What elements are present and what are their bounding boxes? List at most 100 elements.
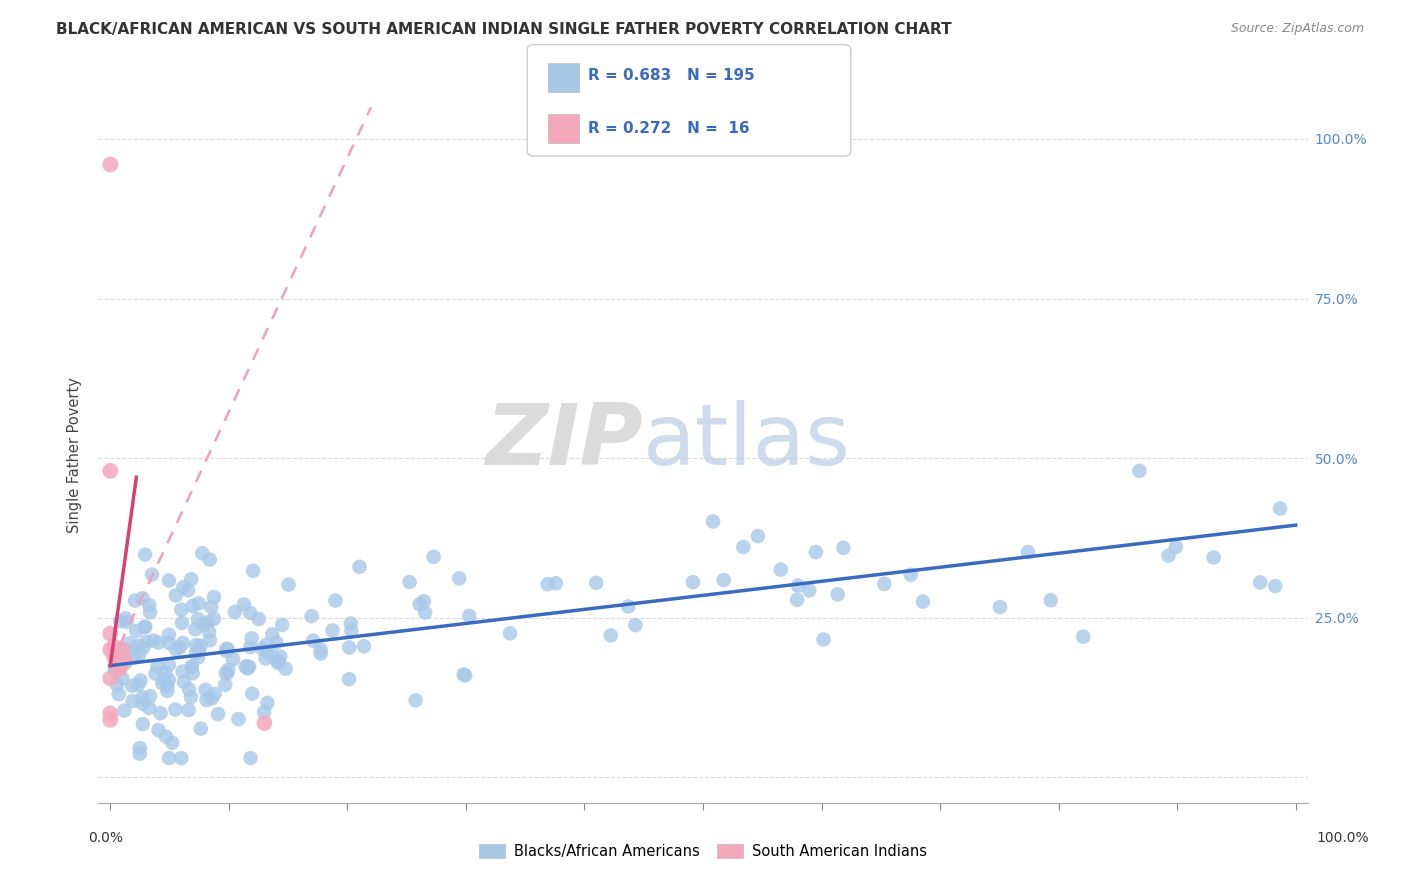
Point	[180, 572, 202, 586]
Point	[128, 741, 150, 756]
Point	[157, 658, 180, 673]
Point	[499, 626, 522, 640]
Point	[111, 642, 134, 657]
Point	[156, 679, 179, 693]
Point	[148, 636, 170, 650]
Point	[682, 575, 704, 590]
Point	[236, 659, 259, 673]
Point	[172, 665, 194, 679]
Point	[180, 690, 202, 704]
Point	[253, 705, 276, 719]
Point	[232, 598, 254, 612]
Point	[139, 689, 162, 703]
Point	[177, 682, 200, 697]
Point	[267, 656, 290, 670]
Point	[118, 636, 141, 650]
Point	[98, 464, 121, 478]
Point	[1039, 593, 1062, 607]
Point	[256, 645, 278, 659]
Point	[152, 673, 174, 687]
Point	[132, 640, 155, 655]
Point	[98, 157, 121, 171]
Point	[585, 575, 607, 590]
Point	[240, 687, 263, 701]
Point	[134, 620, 156, 634]
Point	[271, 618, 294, 632]
Point	[134, 620, 156, 634]
Text: Source: ZipAtlas.com: Source: ZipAtlas.com	[1230, 22, 1364, 36]
Point	[177, 583, 200, 598]
Point	[170, 751, 193, 765]
Point	[141, 567, 163, 582]
Point	[804, 545, 827, 559]
Point	[228, 712, 250, 726]
Point	[128, 747, 150, 761]
Point	[217, 666, 239, 681]
Point	[142, 633, 165, 648]
Point	[157, 574, 180, 588]
Point	[624, 618, 647, 632]
Point	[1157, 549, 1180, 563]
Point	[157, 628, 180, 642]
Point	[125, 624, 148, 638]
Point	[537, 577, 560, 591]
Point	[202, 612, 225, 626]
Point	[98, 642, 121, 657]
Legend: Blacks/African Americans, South American Indians: Blacks/African Americans, South American…	[472, 838, 934, 865]
Point	[449, 571, 471, 585]
Point	[405, 693, 427, 707]
Point	[256, 696, 278, 710]
Point	[702, 515, 724, 529]
Point	[337, 672, 360, 686]
Point	[190, 639, 212, 653]
Point	[107, 687, 129, 701]
Point	[114, 642, 136, 657]
Point	[105, 677, 128, 691]
Point	[224, 605, 246, 619]
Point	[98, 626, 121, 640]
Point	[128, 648, 150, 662]
Point	[177, 703, 200, 717]
Point	[132, 717, 155, 731]
Point	[202, 590, 225, 604]
Point	[98, 713, 121, 727]
Point	[207, 707, 229, 722]
Point	[172, 580, 194, 594]
Point	[832, 541, 855, 555]
Point	[169, 640, 191, 655]
Text: atlas: atlas	[643, 400, 851, 483]
Point	[398, 574, 420, 589]
Point	[149, 706, 172, 720]
Point	[1268, 501, 1291, 516]
Point	[799, 583, 821, 598]
Point	[184, 638, 207, 652]
Point	[186, 645, 208, 659]
Point	[422, 549, 444, 564]
Point	[114, 652, 136, 666]
Point	[125, 639, 148, 653]
Point	[1128, 464, 1150, 478]
Point	[139, 606, 162, 620]
Point	[1264, 579, 1286, 593]
Point	[190, 722, 212, 736]
Point	[107, 658, 129, 673]
Point	[409, 597, 432, 611]
Point	[277, 577, 299, 591]
Point	[240, 632, 263, 646]
Point	[155, 730, 177, 744]
Point	[733, 540, 755, 554]
Point	[813, 632, 835, 647]
Point	[1249, 575, 1271, 590]
Point	[911, 594, 934, 608]
Point	[458, 609, 481, 624]
Point	[309, 642, 332, 657]
Point	[193, 617, 215, 632]
Text: 0.0%: 0.0%	[89, 831, 122, 846]
Point	[215, 641, 238, 656]
Point	[200, 599, 222, 614]
Point	[214, 678, 236, 692]
Point	[239, 751, 262, 765]
Point	[339, 616, 361, 631]
Point	[1071, 630, 1094, 644]
Point	[104, 664, 127, 678]
